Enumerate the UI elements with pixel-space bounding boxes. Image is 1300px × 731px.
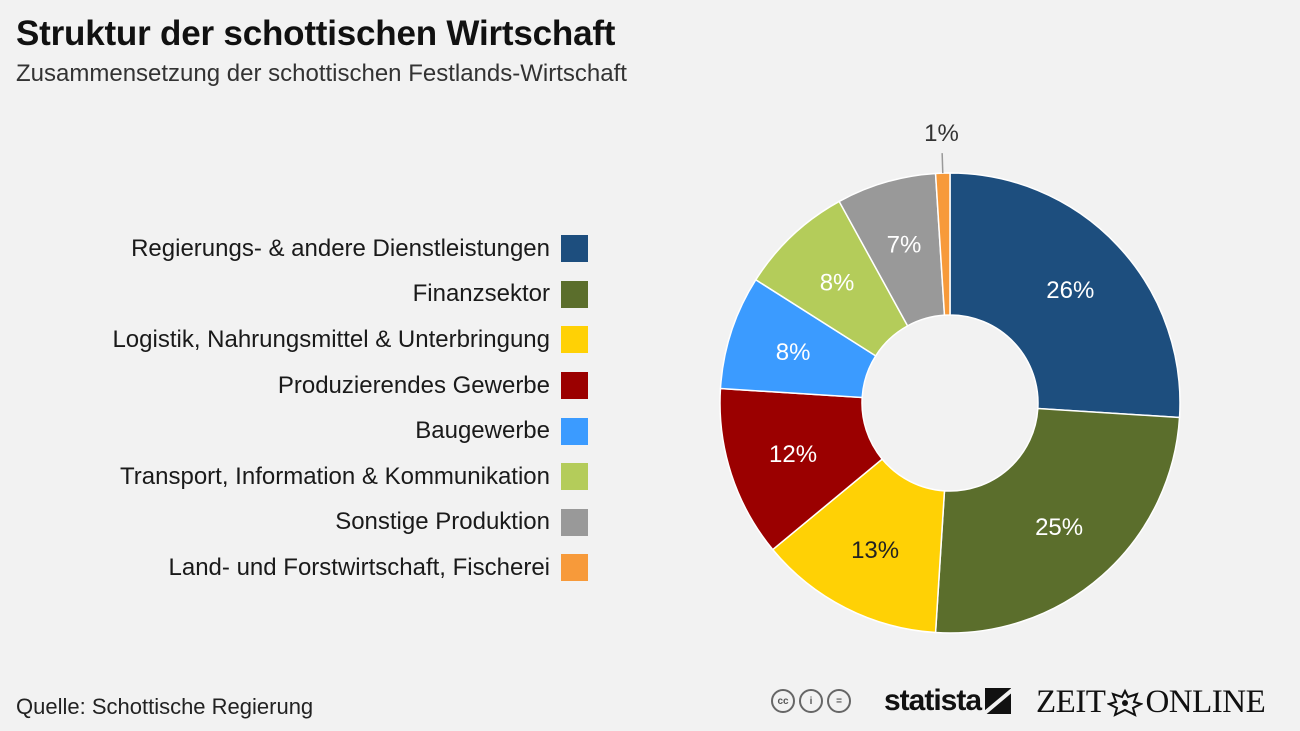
pie-slice [934,172,951,316]
pie-slice [719,387,884,551]
slice-label: 7% [887,232,922,259]
slice-label: 8% [776,339,811,366]
chart-subtitle: Zusammensetzung der schottischen Festlan… [16,60,627,87]
by-icon: i [799,689,823,713]
statista-logo: statista [884,684,1012,718]
legend-item: Logistik, Nahrungsmittel & Unterbringung [112,317,588,363]
chart-title: Struktur der schottischen Wirtschaft [16,14,616,53]
legend-label: Produzierendes Gewerbe [277,371,550,399]
legend-swatch [561,463,588,491]
slice-label: 8% [820,270,855,297]
legend-item: Finanzsektor [112,272,588,318]
slice-label: 13% [851,537,899,564]
legend-label: Sonstige Produktion [335,508,550,536]
legend-item: Baugewerbe [112,408,588,454]
source-note: Quelle: Schottische Regierung [16,694,314,719]
legend-label: Regierungs- & andere Dienstleistungen [131,234,550,262]
slice-label: 1% [924,120,959,147]
online-wordmark: ONLINE [1145,684,1266,720]
zeit-wordmark: ZEIT [1036,684,1106,720]
legend-label: Logistik, Nahrungsmittel & Unterbringung [112,325,550,353]
legend-swatch [561,554,588,582]
pie-slice [949,172,1181,419]
legend-item: Land- und Forstwirtschaft, Fischerei [112,545,588,591]
statista-mark-icon [985,688,1012,714]
legend-item: Transport, Information & Kommunikation [112,454,588,500]
legend-swatch [561,235,588,263]
legend-swatch [561,508,588,536]
cc-icon: cc [771,689,795,713]
legend-item: Produzierendes Gewerbe [112,363,588,409]
legend-swatch [561,372,588,400]
eagle-icon [1107,688,1144,717]
chart-legend: Regierungs- & andere Dienstleistungen Fin… [112,226,588,591]
legend-label: Transport, Information & Kommunikation [120,462,550,490]
legend-swatch [561,417,588,445]
legend-item: Regierungs- & andere Dienstleistungen [112,226,588,272]
legend-label: Land- und Forstwirtschaft, Fischerei [168,553,550,581]
statista-wordmark: statista [884,684,982,717]
slice-label: 26% [1046,277,1094,304]
zeit-online-logo: ZEIT ONLINE [1036,684,1266,721]
legend-swatch [561,326,588,354]
legend-swatch [561,280,588,308]
nd-icon: = [827,689,851,713]
legend-label: Finanzsektor [412,280,550,308]
license-icons: cc i = [771,689,851,713]
legend-item: Sonstige Produktion [112,500,588,546]
legend-label: Baugewerbe [415,417,550,445]
slice-label: 25% [1035,514,1083,541]
leader-line [941,153,944,174]
slice-label: 12% [769,441,817,468]
pie-slice [934,407,1181,634]
pie-slice [771,458,946,634]
